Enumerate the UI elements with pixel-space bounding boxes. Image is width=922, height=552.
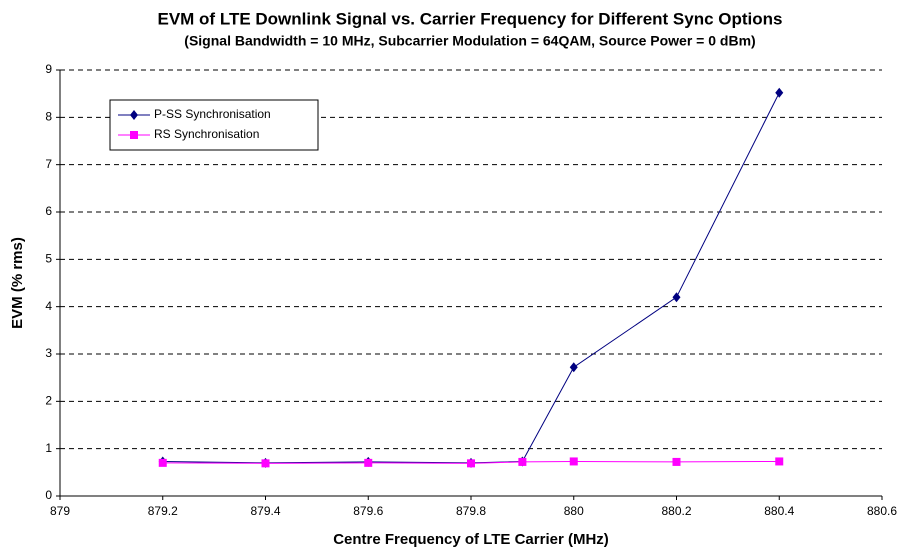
point bbox=[569, 457, 578, 466]
legend-marker bbox=[130, 131, 138, 139]
point bbox=[518, 457, 527, 466]
x-axis-label: Centre Frequency of LTE Carrier (MHz) bbox=[333, 531, 609, 548]
y-tick-label: 0 bbox=[45, 488, 52, 502]
point bbox=[261, 459, 270, 468]
y-tick-label: 9 bbox=[45, 62, 52, 76]
y-tick-label: 6 bbox=[45, 204, 52, 218]
legend-marker bbox=[130, 110, 138, 120]
point bbox=[569, 362, 578, 373]
y-tick-label: 7 bbox=[45, 157, 52, 171]
point bbox=[775, 457, 784, 466]
point bbox=[775, 87, 784, 98]
x-tick-label: 879.2 bbox=[148, 504, 178, 518]
y-axis-label: EVM (% rms) bbox=[9, 237, 26, 329]
series-line bbox=[162, 460, 780, 464]
legend-label: P-SS Synchronisation bbox=[154, 107, 271, 121]
point bbox=[467, 459, 475, 468]
point bbox=[672, 457, 681, 466]
chart-title: EVM of LTE Downlink Signal vs. Carrier F… bbox=[157, 9, 782, 28]
x-tick-label: 879.4 bbox=[250, 504, 280, 518]
point bbox=[364, 458, 373, 467]
y-tick-label: 3 bbox=[45, 346, 52, 360]
x-tick-label: 879.8 bbox=[456, 504, 486, 518]
legend-label: RS Synchronisation bbox=[154, 127, 259, 141]
x-tick-label: 880.4 bbox=[764, 504, 794, 518]
x-tick-label: 879 bbox=[50, 504, 70, 518]
y-tick-label: 4 bbox=[45, 299, 52, 313]
x-tick-label: 879.6 bbox=[353, 504, 383, 518]
x-tick-label: 880 bbox=[564, 504, 584, 518]
point bbox=[158, 458, 167, 467]
y-tick-label: 1 bbox=[45, 441, 52, 455]
y-tick-label: 8 bbox=[45, 110, 52, 124]
point bbox=[672, 292, 681, 303]
y-tick-label: 5 bbox=[45, 252, 52, 266]
legend-box bbox=[109, 99, 319, 151]
x-tick-label: 880.2 bbox=[661, 504, 691, 518]
x-tick-label: 880.6 bbox=[867, 504, 897, 518]
chart-subtitle: (Signal Bandwidth = 10 MHz, Subcarrier M… bbox=[184, 33, 755, 49]
y-tick-label: 2 bbox=[45, 394, 52, 408]
